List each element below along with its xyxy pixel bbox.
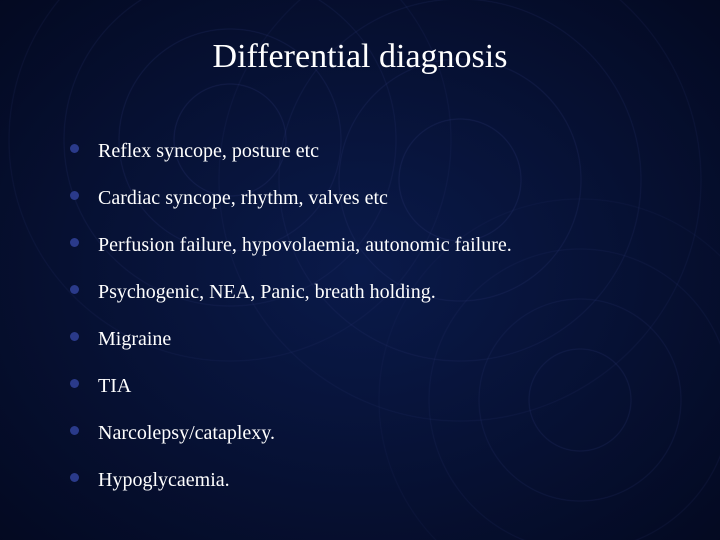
slide: Differential diagnosis Reflex syncope, p… [0, 0, 720, 540]
bullet-icon [70, 332, 79, 341]
bullet-icon [70, 426, 79, 435]
list-item: Hypoglycaemia. [70, 469, 660, 492]
list-item-label: TIA [98, 375, 131, 397]
bullet-icon [70, 285, 79, 294]
list-item: Perfusion failure, hypovolaemia, autonom… [70, 234, 660, 257]
list-item: Cardiac syncope, rhythm, valves etc [70, 187, 660, 210]
list-item-label: Hypoglycaemia. [98, 469, 230, 491]
bullet-icon [70, 379, 79, 388]
list-item: Reflex syncope, posture etc [70, 140, 660, 163]
bullet-icon [70, 144, 79, 153]
list-item-label: Migraine [98, 328, 171, 350]
list-item: Psychogenic, NEA, Panic, breath holding. [70, 281, 660, 304]
list-item-label: Reflex syncope, posture etc [98, 140, 319, 162]
bullet-icon [70, 473, 79, 482]
bullet-icon [70, 238, 79, 247]
list-item-label: Perfusion failure, hypovolaemia, autonom… [98, 234, 512, 256]
bullet-list: Reflex syncope, posture etc Cardiac sync… [70, 140, 660, 516]
list-item-label: Narcolepsy/cataplexy. [98, 422, 275, 444]
bullet-icon [70, 191, 79, 200]
slide-title: Differential diagnosis [0, 38, 720, 76]
list-item: Narcolepsy/cataplexy. [70, 422, 660, 445]
list-item: Migraine [70, 328, 660, 351]
list-item-label: Cardiac syncope, rhythm, valves etc [98, 187, 388, 209]
list-item: TIA [70, 375, 660, 398]
list-item-label: Psychogenic, NEA, Panic, breath holding. [98, 281, 436, 303]
